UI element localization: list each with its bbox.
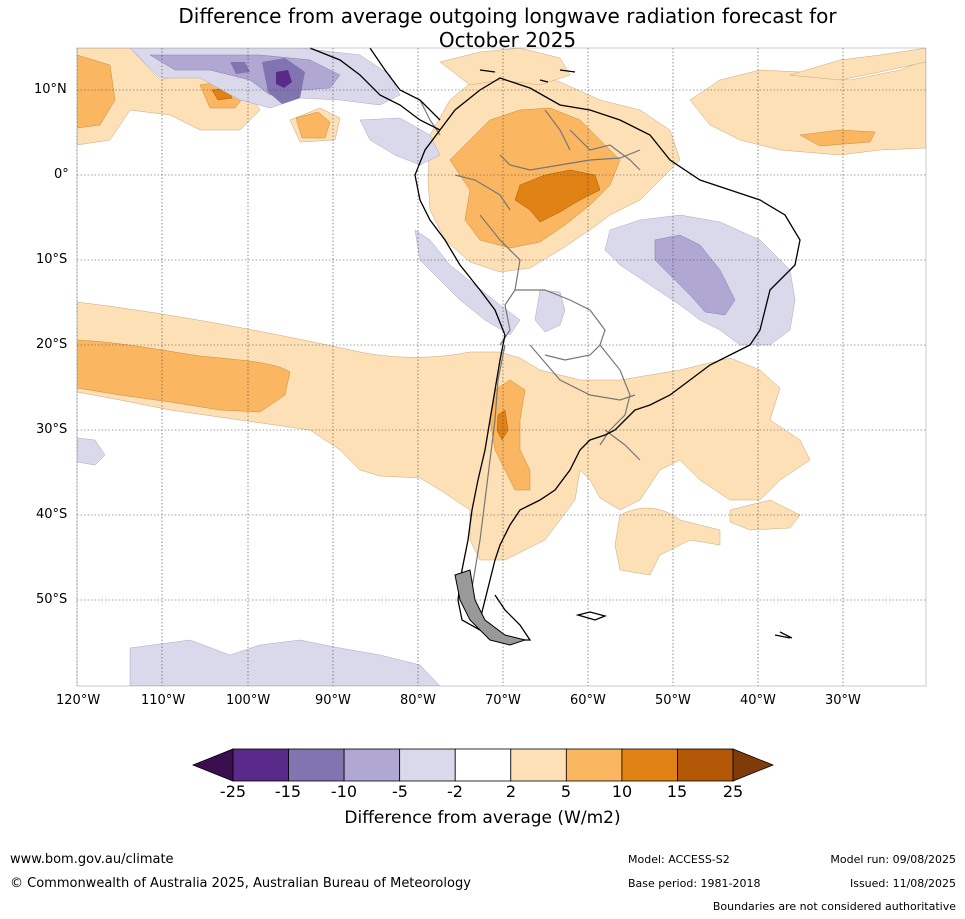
colorbar-label-2: 2 (505, 782, 517, 801)
anomaly-region-north-amazon (449, 107, 621, 249)
anomaly-region-pacific-cell (295, 111, 331, 139)
anomaly-region-andes (489, 379, 531, 491)
anomaly-region-atlantic-cell (799, 129, 876, 147)
copyright-text: © Commonwealth of Australia 2025, Austra… (10, 876, 471, 891)
falkland-islands (575, 611, 608, 621)
anomaly-region-brazil-neg-core (654, 234, 736, 316)
anomaly-region-pacific-west-neg (77, 437, 106, 466)
south-america-coast (439, 77, 801, 641)
anomaly-region-east-pacific-core (77, 54, 116, 129)
colorbar-label-minus-25: -25 (219, 782, 247, 801)
colorbar-title: Difference from average (W/m2) (344, 808, 621, 828)
colorbar-arrow-max (732, 748, 775, 782)
colorbar-swatch-1 (288, 748, 345, 782)
lon-tick-40w: 40°W (740, 693, 776, 708)
anomaly-region-colombia-coast (359, 117, 441, 166)
colorbar-swatch-4 (454, 748, 512, 782)
website-link[interactable]: www.bom.gov.au/climate (10, 852, 174, 867)
south-georgia (774, 631, 793, 639)
map-title: Difference from average outgoing longwav… (0, 4, 965, 52)
anomaly-region-pacific-neg-side (230, 62, 250, 74)
colorbar-arrow-min (191, 748, 234, 782)
map-title-line-1: Difference from average outgoing longwav… (178, 4, 837, 28)
colorbar-swatch-2 (343, 748, 401, 782)
colorbar-label-25: 25 (722, 782, 744, 801)
anomaly-region-amazon-core (514, 169, 601, 223)
map-frame (76, 47, 927, 687)
colorbar-swatch-7 (621, 748, 678, 782)
caribbean-islands (479, 69, 576, 83)
country-boundaries (419, 99, 641, 601)
lat-tick-10n: 10°N (34, 82, 67, 97)
lon-tick-110w: 110°W (141, 693, 186, 708)
colorbar-label-10: 10 (611, 782, 633, 801)
base-period-text: Base period: 1981-2018 (628, 877, 761, 890)
colorbar-swatch-8 (677, 748, 734, 782)
anomaly-region-atlantic-itcz (689, 59, 926, 156)
colorbar-label-minus-15: -15 (274, 782, 302, 801)
lon-tick-70w: 70°W (485, 693, 521, 708)
anomaly-region-pacific-neg-peak (276, 70, 292, 88)
lat-tick-20s: 20°S (36, 337, 68, 352)
tierra-del-fuego (454, 569, 527, 646)
lon-tick-80w: 80°W (400, 693, 436, 708)
lon-tick-90w: 90°W (315, 693, 351, 708)
colorbar-swatch-0 (232, 748, 289, 782)
colorbar-label-minus-2: -2 (447, 782, 463, 801)
anomaly-fields (77, 48, 926, 686)
lat-tick-10s: 10°S (36, 252, 68, 267)
lon-tick-60w: 60°W (570, 693, 606, 708)
colorbar-label-minus-10: -10 (330, 782, 358, 801)
lon-tick-120w: 120°W (56, 693, 101, 708)
anomaly-region-andes-core (496, 409, 509, 441)
colorbar-swatch-3 (399, 748, 456, 782)
lon-tick-30w: 30°W (825, 693, 861, 708)
disclaimer-text: Boundaries are not considered authoritat… (712, 900, 956, 913)
anomaly-region-north-atlantic (789, 48, 926, 81)
anomaly-region-south-atlantic-east (729, 499, 801, 531)
colorbar (191, 748, 775, 782)
anomaly-strong-negative (230, 58, 305, 104)
anomaly-region-south-pacific (77, 301, 811, 561)
anomaly-region-south-atlantic (614, 507, 721, 576)
lon-tick-100w: 100°W (226, 693, 271, 708)
model-text: Model: ACCESS-S2 (628, 853, 730, 866)
anomaly-region-caribbean (439, 48, 571, 86)
anomaly-region-bolivia-neg (534, 289, 566, 333)
colorbar-swatch-5 (510, 748, 567, 782)
model-run-text: Model run: 09/08/2025 (830, 853, 956, 866)
lon-tick-50w: 50°W (655, 693, 691, 708)
issued-text: Issued: 11/08/2025 (849, 877, 956, 890)
lat-tick-0: 0° (54, 167, 69, 182)
anomaly-region-east-pacific (77, 48, 261, 146)
anomaly-5-to-10 (77, 54, 876, 491)
central-america-coast-north (369, 47, 441, 121)
colorbar-label-minus-5: -5 (392, 782, 408, 801)
colorbar-label-15: 15 (666, 782, 688, 801)
lat-tick-40s: 40°S (36, 507, 68, 522)
anomaly-region-south-ocean-neg (129, 639, 441, 686)
central-america-coast (309, 47, 441, 131)
lat-tick-50s: 50°S (36, 592, 68, 607)
anomaly-region-subtropical-pacific (77, 339, 291, 413)
colorbar-label-5: 5 (560, 782, 572, 801)
colorbar-swatch-6 (565, 748, 623, 782)
graticule (76, 48, 926, 686)
lat-tick-30s: 30°S (36, 422, 68, 437)
